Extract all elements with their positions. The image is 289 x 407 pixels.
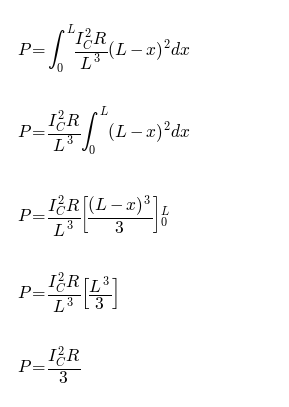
Text: $P = \int_0^{L} \dfrac{I_C^2 R}{L^3} (L - x )^2 dx$: $P = \int_0^{L} \dfrac{I_C^2 R}{L^3} (L … xyxy=(17,22,191,75)
Text: $P = \dfrac{I_C^2 R}{L^3} \left[\dfrac{L^3}{3}\right]$: $P = \dfrac{I_C^2 R}{L^3} \left[\dfrac{L… xyxy=(17,270,119,316)
Text: $P = \dfrac{I_C^2 R}{3}$: $P = \dfrac{I_C^2 R}{3}$ xyxy=(17,345,81,387)
Text: $P = \dfrac{I_C^2 R}{L^3} \left[\dfrac{(L - x )^3}{3}\right]_0^{L}$: $P = \dfrac{I_C^2 R}{L^3} \left[\dfrac{(… xyxy=(17,193,171,239)
Text: $P = \dfrac{I_C^2 R}{L^3} \int_0^{L} (L - x )^2 dx$: $P = \dfrac{I_C^2 R}{L^3} \int_0^{L} (L … xyxy=(17,104,191,157)
